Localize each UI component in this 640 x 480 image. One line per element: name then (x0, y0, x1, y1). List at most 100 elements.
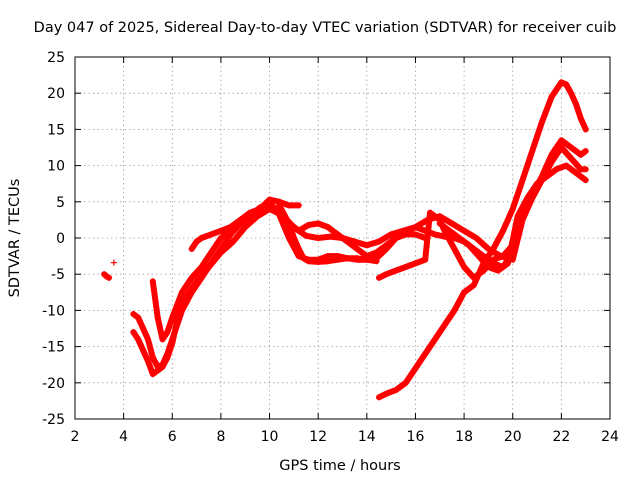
data-point (227, 224, 234, 231)
data-point (402, 263, 409, 270)
data-point (188, 274, 195, 281)
data-point (198, 263, 205, 270)
data-point (451, 307, 458, 314)
data-point (354, 255, 361, 262)
data-point (577, 151, 584, 158)
data-point (276, 202, 283, 209)
data-point (568, 90, 575, 97)
series-arc-early-b (110, 259, 117, 266)
y-tick-label: 5 (56, 195, 65, 211)
data-point (473, 235, 480, 241)
data-point (490, 256, 497, 263)
data-point (198, 235, 205, 241)
data-point (558, 137, 565, 144)
series-trace (130, 137, 589, 370)
data-point (524, 195, 531, 202)
data-point (363, 242, 370, 249)
data-point (154, 314, 161, 321)
data-point (135, 314, 142, 321)
data-point (461, 227, 468, 234)
data-point (208, 231, 215, 238)
data-point (193, 238, 200, 245)
data-point (485, 263, 492, 270)
series-arc-e (276, 202, 380, 265)
y-tick-label: 20 (47, 86, 65, 102)
data-point (568, 144, 575, 151)
y-axis-label: SDTVAR / TECUs (7, 179, 23, 298)
x-tick-label: 10 (261, 429, 279, 445)
data-point (431, 336, 438, 343)
data-point (324, 224, 331, 231)
axis-ticks: 2 4 6 8 10 12 14 16 18 20 22 24-25-20-15-10-5051015… (42, 50, 619, 445)
data-point (582, 148, 589, 155)
data-point (538, 119, 545, 126)
data-point (422, 350, 429, 357)
data-point (315, 220, 322, 227)
x-tick-label: 6 (168, 429, 177, 445)
data-point (500, 227, 506, 234)
data-point (130, 329, 137, 336)
series-arc-g (375, 79, 589, 401)
data-point (427, 209, 434, 216)
data-point (159, 336, 166, 343)
data-point (305, 258, 312, 265)
data-point (164, 354, 171, 361)
data-point (149, 278, 156, 285)
x-tick-label: 8 (216, 429, 225, 445)
data-point (563, 81, 570, 88)
data-series (101, 79, 589, 401)
data-point (577, 115, 584, 122)
data-point (169, 314, 176, 321)
data-point (286, 220, 292, 227)
series-arc-early-a (101, 271, 113, 281)
data-point (543, 173, 550, 180)
data-point (509, 206, 516, 213)
data-point (205, 263, 212, 270)
data-point (582, 177, 589, 184)
y-tick-label: -25 (42, 412, 65, 428)
series-trace (130, 144, 589, 378)
data-point (140, 347, 147, 354)
x-tick-label: 14 (358, 429, 376, 445)
data-point (490, 245, 497, 252)
series-arc-d (188, 196, 302, 252)
x-tick-label: 16 (407, 429, 425, 445)
data-point (402, 379, 409, 386)
data-point (303, 232, 310, 239)
data-point (315, 235, 322, 241)
data-point (519, 177, 526, 184)
data-point (558, 144, 565, 151)
y-tick-label: 0 (56, 231, 65, 247)
x-axis-label: GPS time / hours (279, 458, 400, 474)
data-point (572, 169, 579, 176)
data-point (144, 336, 151, 343)
data-point (383, 245, 390, 252)
x-tick-label: 20 (504, 429, 522, 445)
data-point (446, 227, 453, 234)
data-point (388, 231, 395, 238)
data-point (375, 274, 382, 281)
data-point (130, 311, 137, 318)
data-point (351, 238, 358, 245)
data-point (451, 245, 458, 252)
x-tick-label: 12 (309, 429, 327, 445)
data-point (247, 209, 254, 216)
data-point (412, 365, 419, 372)
x-tick-label: 22 (552, 429, 570, 445)
data-point (412, 231, 419, 238)
data-point (363, 256, 370, 263)
data-point (373, 258, 380, 265)
data-point (339, 235, 346, 241)
data-point (305, 221, 312, 228)
series-arc-h (436, 162, 589, 274)
data-point (461, 289, 468, 296)
y-tick-label: 10 (47, 159, 65, 175)
data-point (534, 180, 541, 187)
data-point (375, 394, 382, 401)
data-point (179, 289, 185, 296)
data-point (286, 202, 292, 209)
y-tick-label: 15 (47, 122, 65, 138)
data-point (572, 101, 579, 108)
data-point (548, 158, 555, 165)
